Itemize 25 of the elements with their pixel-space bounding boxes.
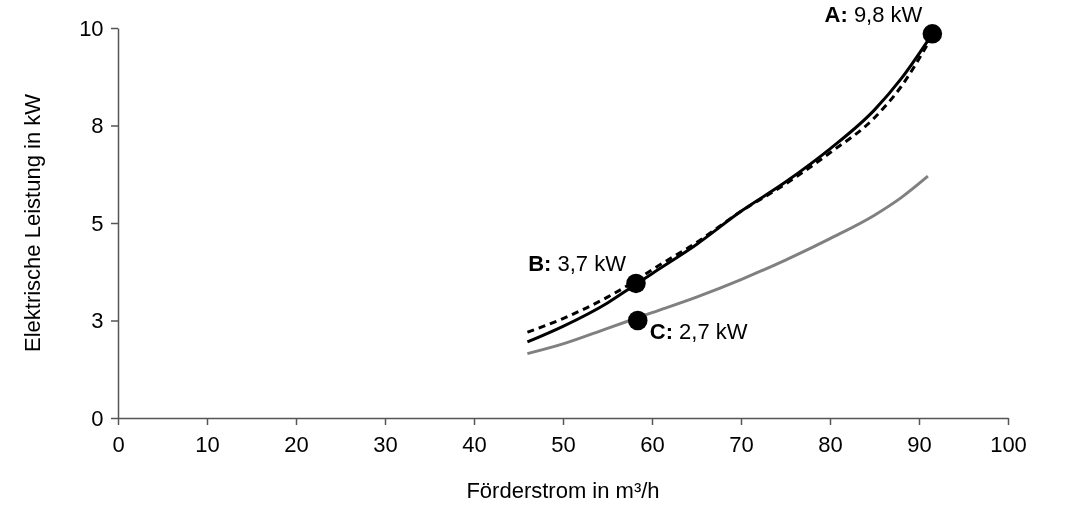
x-tick-label: 80 <box>818 432 843 458</box>
y-tick-label: 5 <box>91 210 104 236</box>
point <box>626 273 646 294</box>
x-axis-title: Förderstrom in m³/h <box>466 478 660 503</box>
x-tick-label: 20 <box>284 432 309 458</box>
x-tick-label: 70 <box>729 432 754 458</box>
annotation: A: 9,8 kW <box>824 1 923 27</box>
x-tick-label: 40 <box>462 432 487 458</box>
x-tick-label: 90 <box>907 432 932 458</box>
y-tick-label: 0 <box>91 405 104 431</box>
x-tick-label: 100 <box>990 432 1027 458</box>
point <box>627 310 648 331</box>
y-tick-label: 10 <box>79 15 104 41</box>
y-tick-label: 3 <box>91 308 104 334</box>
x-tick-label: 50 <box>551 432 576 458</box>
x-tick-label: 30 <box>373 432 398 458</box>
annotation: B: 3,7 kW <box>528 251 627 277</box>
x-tick-label: 10 <box>195 432 220 458</box>
point <box>922 24 943 44</box>
line-series <box>525 174 930 356</box>
x-tick-label: 0 <box>112 432 125 458</box>
y-axis-title: Elektrische Leistung in kW <box>20 93 45 352</box>
x-tick-label: 60 <box>640 432 665 458</box>
annotation: C: 2,7 kW <box>649 318 748 344</box>
y-tick-label: 8 <box>91 113 104 139</box>
